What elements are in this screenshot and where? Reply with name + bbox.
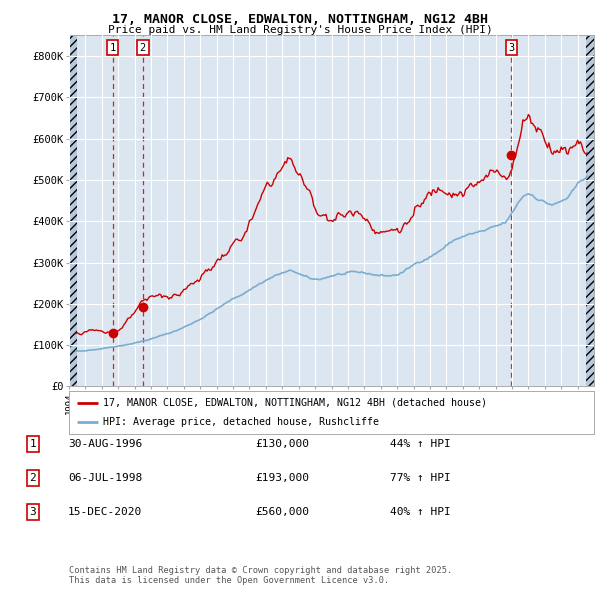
Text: 2: 2 <box>29 473 37 483</box>
Text: 3: 3 <box>29 507 37 517</box>
Text: 1: 1 <box>29 439 37 448</box>
Text: 1: 1 <box>110 42 116 53</box>
Text: £130,000: £130,000 <box>255 439 309 448</box>
Bar <box>586 35 594 386</box>
Text: £560,000: £560,000 <box>255 507 309 517</box>
Text: Price paid vs. HM Land Registry's House Price Index (HPI): Price paid vs. HM Land Registry's House … <box>107 25 493 35</box>
Text: 40% ↑ HPI: 40% ↑ HPI <box>389 507 451 517</box>
Text: 44% ↑ HPI: 44% ↑ HPI <box>389 439 451 448</box>
Text: 2: 2 <box>140 42 146 53</box>
Text: 30-AUG-1996: 30-AUG-1996 <box>68 439 142 448</box>
Text: 06-JUL-1998: 06-JUL-1998 <box>68 473 142 483</box>
Text: 17, MANOR CLOSE, EDWALTON, NOTTINGHAM, NG12 4BH: 17, MANOR CLOSE, EDWALTON, NOTTINGHAM, N… <box>112 13 488 26</box>
Text: HPI: Average price, detached house, Rushcliffe: HPI: Average price, detached house, Rush… <box>103 417 379 427</box>
Text: 15-DEC-2020: 15-DEC-2020 <box>68 507 142 517</box>
Text: Contains HM Land Registry data © Crown copyright and database right 2025.
This d: Contains HM Land Registry data © Crown c… <box>69 566 452 585</box>
Text: 3: 3 <box>508 42 514 53</box>
Text: 17, MANOR CLOSE, EDWALTON, NOTTINGHAM, NG12 4BH (detached house): 17, MANOR CLOSE, EDWALTON, NOTTINGHAM, N… <box>103 398 487 408</box>
Text: 77% ↑ HPI: 77% ↑ HPI <box>389 473 451 483</box>
Bar <box>69 35 77 386</box>
Text: £193,000: £193,000 <box>255 473 309 483</box>
